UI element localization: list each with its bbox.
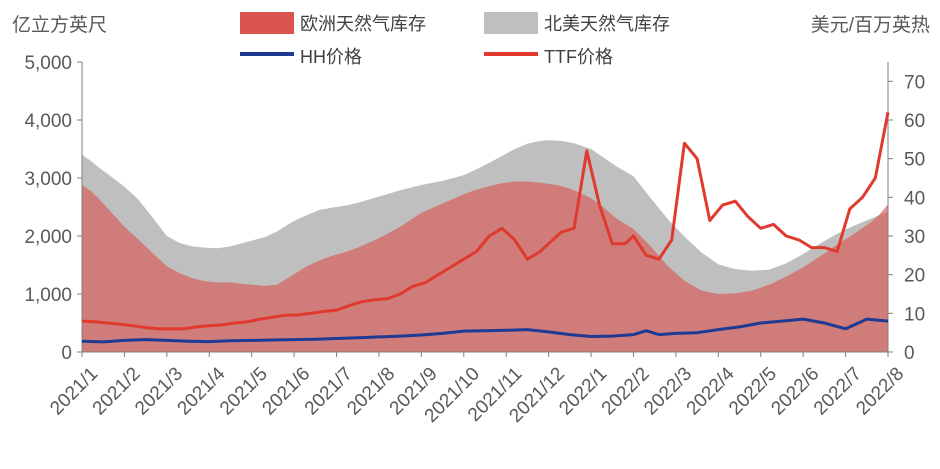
right-y-tick-label: 0	[904, 343, 915, 364]
line-ttf-price	[81, 112, 890, 331]
right-y-tick-label: 70	[904, 72, 925, 93]
left-axis-unit: 亿立方英尺	[12, 15, 108, 36]
right-y-tick-label: 10	[904, 304, 925, 325]
legend-swatch-ttf	[484, 52, 538, 56]
legend-swatch-hh	[240, 52, 294, 56]
left-y-tick-label: 4,000	[24, 111, 72, 132]
left-y-tick-label: 1,000	[24, 285, 72, 306]
left-y-tick-label: 5,000	[24, 53, 72, 74]
left-y-tick-label: 0	[61, 343, 72, 364]
right-y-tick-label: 50	[904, 150, 925, 171]
right-y-tick-label: 40	[904, 188, 925, 209]
left-y-tick-label: 3,000	[24, 169, 72, 190]
legend-label-ttf: TTF价格	[544, 47, 613, 67]
right-y-tick-label: 20	[904, 266, 925, 287]
axes	[77, 61, 893, 357]
right-y-tick-label: 30	[904, 227, 925, 248]
legend-label-europe: 欧洲天然气库存	[300, 14, 426, 34]
line-hh-price	[81, 317, 889, 344]
area-europe-storage	[82, 181, 888, 352]
plot-lines	[81, 112, 890, 344]
legend-label-north-america: 北美天然气库存	[544, 14, 670, 34]
right-y-tick-label: 60	[904, 111, 925, 132]
left-y-tick-label: 2,000	[24, 227, 72, 248]
legend-swatch-north-america	[484, 12, 538, 34]
right-axis-unit: 美元/百万英热	[810, 15, 930, 36]
plot-areas	[82, 140, 888, 352]
x-tick-label: 2022/8	[852, 363, 908, 419]
legend-label-hh: HH价格	[300, 47, 362, 67]
legend-swatch-europe	[240, 12, 294, 34]
